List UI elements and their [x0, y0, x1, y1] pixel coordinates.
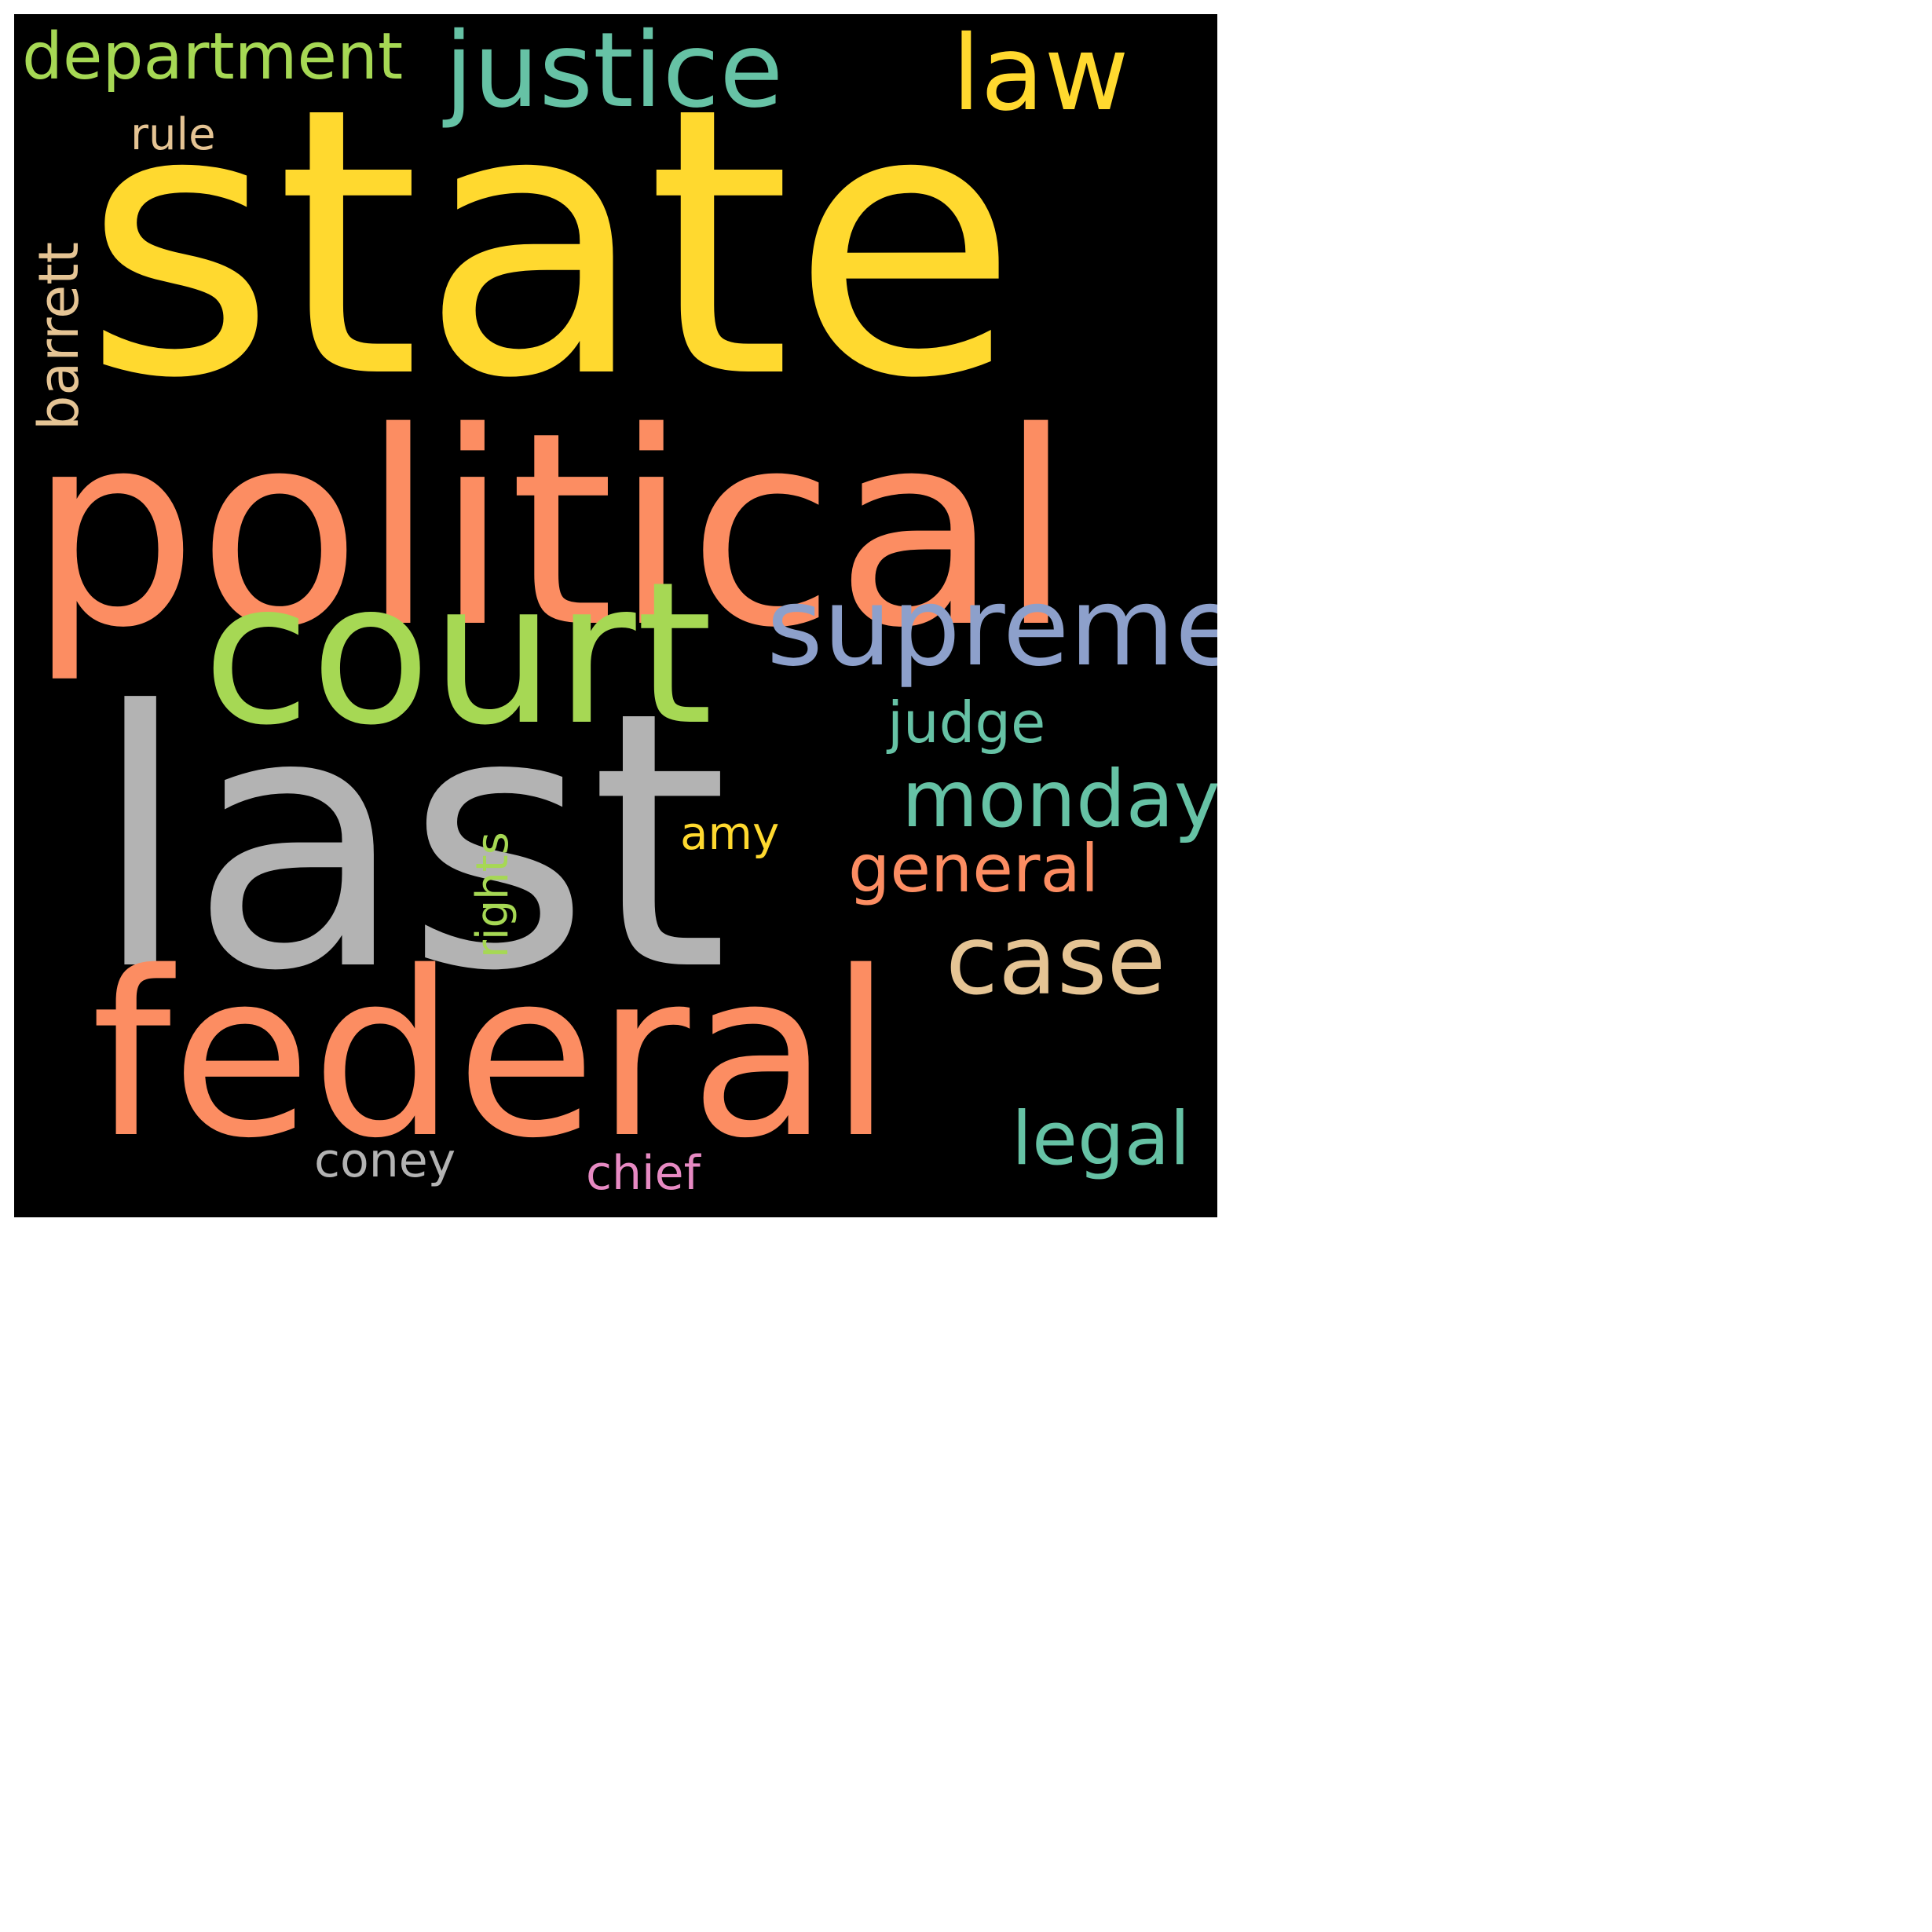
word-coney: coney [314, 1133, 456, 1188]
word-federal: federal [91, 924, 893, 1188]
word-barrett: barrett [27, 241, 91, 430]
word-general: general [848, 830, 1100, 907]
word-state: state [83, 29, 1019, 459]
word-department: department [22, 20, 404, 94]
word-judge: judge [887, 690, 1046, 756]
word-rule: rule [130, 109, 216, 160]
word-cloud: state political last federal court supre… [14, 14, 1217, 1217]
word-rights: rights [467, 832, 518, 958]
word-justice: justice [445, 14, 784, 131]
word-supreme: supreme [767, 564, 1217, 690]
word-law: law [952, 14, 1129, 134]
word-last: last [91, 637, 729, 1048]
word-legal: legal [1012, 1096, 1191, 1182]
word-court: court [203, 540, 713, 768]
word-monday: monday [902, 753, 1217, 845]
word-amy: amy [680, 807, 780, 860]
word-chief: chief [586, 1146, 701, 1201]
word-case: case [946, 905, 1166, 1016]
word-political: political [28, 375, 1074, 686]
